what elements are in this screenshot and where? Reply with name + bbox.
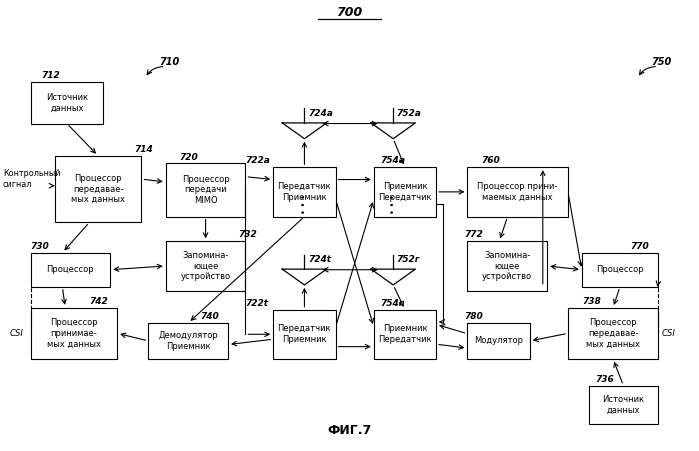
Text: Приемник
Передатчик: Приемник Передатчик bbox=[378, 182, 432, 202]
Text: CSI: CSI bbox=[661, 329, 675, 338]
FancyBboxPatch shape bbox=[31, 308, 117, 359]
Text: • • •: • • • bbox=[389, 194, 398, 214]
Text: 754a: 754a bbox=[381, 156, 405, 166]
Text: 770: 770 bbox=[630, 242, 649, 251]
Text: 710: 710 bbox=[159, 56, 179, 67]
Text: Модулятор: Модулятор bbox=[474, 336, 523, 345]
Text: Запомина-
ющее
устройство: Запомина- ющее устройство bbox=[180, 251, 231, 281]
Text: Процессор прини-
маемых данных: Процессор прини- маемых данных bbox=[477, 182, 558, 202]
Text: Запомина-
ющее
устройство: Запомина- ющее устройство bbox=[482, 251, 533, 281]
Text: 742: 742 bbox=[89, 297, 108, 306]
Text: 720: 720 bbox=[180, 152, 199, 161]
FancyBboxPatch shape bbox=[273, 309, 336, 359]
FancyBboxPatch shape bbox=[582, 253, 658, 287]
FancyBboxPatch shape bbox=[273, 167, 336, 216]
Text: Контрольный
сигнал: Контрольный сигнал bbox=[3, 169, 60, 189]
Text: Источник
данных: Источник данных bbox=[46, 93, 88, 112]
Text: 724t: 724t bbox=[308, 255, 331, 264]
FancyBboxPatch shape bbox=[166, 163, 245, 216]
Text: • • •: • • • bbox=[300, 194, 309, 214]
Text: 750: 750 bbox=[651, 56, 672, 67]
Text: CSI: CSI bbox=[10, 329, 24, 338]
Text: 722a: 722a bbox=[245, 156, 271, 166]
FancyBboxPatch shape bbox=[31, 82, 103, 124]
Text: Передатчик
Приемник: Передатчик Приемник bbox=[278, 324, 331, 344]
Text: 754r: 754r bbox=[381, 299, 404, 308]
Text: Источник
данных: Источник данных bbox=[603, 395, 644, 414]
Text: Процессор: Процессор bbox=[596, 265, 644, 274]
Text: Процессор
передачи
MIMO: Процессор передачи MIMO bbox=[182, 175, 229, 205]
FancyBboxPatch shape bbox=[374, 309, 436, 359]
Text: 772: 772 bbox=[464, 230, 483, 239]
Text: 714: 714 bbox=[134, 145, 153, 154]
FancyBboxPatch shape bbox=[468, 167, 568, 216]
Text: 780: 780 bbox=[464, 312, 483, 321]
FancyBboxPatch shape bbox=[166, 241, 245, 290]
FancyBboxPatch shape bbox=[148, 323, 228, 359]
Text: 752a: 752a bbox=[396, 109, 421, 118]
Text: Процессор
передавае-
мых данных: Процессор передавае- мых данных bbox=[71, 174, 125, 204]
FancyBboxPatch shape bbox=[31, 253, 110, 287]
Text: 700: 700 bbox=[336, 6, 363, 19]
Text: 724a: 724a bbox=[308, 109, 333, 118]
Text: 738: 738 bbox=[582, 297, 600, 306]
Text: 730: 730 bbox=[31, 242, 49, 251]
Text: Процессор: Процессор bbox=[47, 265, 94, 274]
Text: Передатчик
Приемник: Передатчик Приемник bbox=[278, 182, 331, 202]
Text: Процессор
принимае-
мых данных: Процессор принимае- мых данных bbox=[47, 318, 101, 349]
Text: 740: 740 bbox=[201, 312, 219, 321]
Text: 722t: 722t bbox=[245, 299, 268, 308]
FancyBboxPatch shape bbox=[374, 167, 436, 216]
Text: 760: 760 bbox=[481, 156, 500, 166]
FancyBboxPatch shape bbox=[568, 308, 658, 359]
FancyBboxPatch shape bbox=[55, 156, 141, 222]
Text: 732: 732 bbox=[238, 230, 257, 239]
Text: Приемник
Передатчик: Приемник Передатчик bbox=[378, 324, 432, 344]
FancyBboxPatch shape bbox=[589, 386, 658, 423]
Text: Демодулятор
Приемник: Демодулятор Приемник bbox=[159, 331, 218, 351]
Text: ФИГ.7: ФИГ.7 bbox=[327, 424, 372, 437]
Text: 736: 736 bbox=[596, 375, 614, 384]
FancyBboxPatch shape bbox=[468, 323, 530, 359]
Text: 712: 712 bbox=[41, 71, 59, 80]
FancyBboxPatch shape bbox=[468, 241, 547, 290]
Text: Процессор
передавае-
мых данных: Процессор передавае- мых данных bbox=[586, 318, 640, 349]
Text: 752r: 752r bbox=[396, 255, 420, 264]
